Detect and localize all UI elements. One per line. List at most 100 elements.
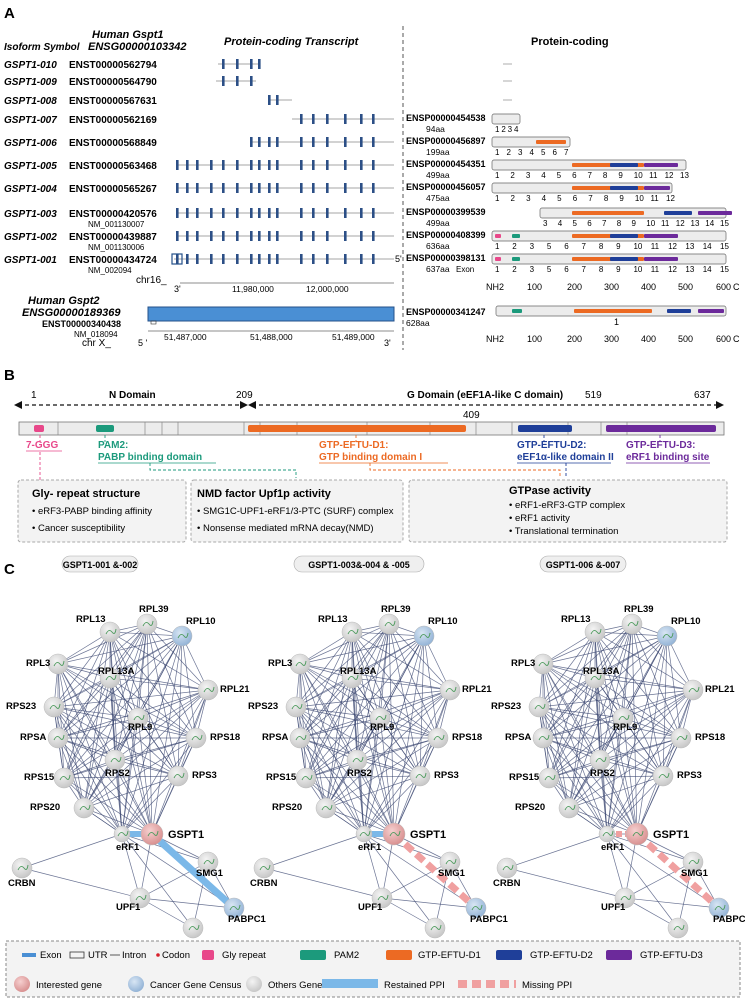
gene-node-circle[interactable] <box>136 613 158 635</box>
gene-node-circle[interactable] <box>409 765 431 787</box>
gene-node[interactable]: SMG1 <box>681 851 709 879</box>
gene-node[interactable]: CRBN <box>493 857 521 889</box>
gene-node-circle[interactable] <box>558 797 580 819</box>
gene-node-circle[interactable] <box>182 917 204 939</box>
gene-node-circle[interactable] <box>413 625 435 647</box>
gene-node-circle[interactable] <box>625 822 649 846</box>
gene-node-circle[interactable] <box>253 857 275 879</box>
gene-node[interactable]: RPL3 <box>268 653 311 675</box>
gene-node[interactable]: RPS18 <box>670 727 725 749</box>
gene-node-circle[interactable] <box>369 707 391 729</box>
gene-node[interactable]: eRF1 <box>113 825 140 853</box>
gene-node-circle[interactable] <box>11 857 33 879</box>
gene-node-circle[interactable] <box>621 613 643 635</box>
gene-node[interactable]: RPS15 <box>24 767 75 789</box>
gene-node-circle[interactable] <box>465 897 487 919</box>
gene-node[interactable]: RPSA <box>262 727 311 749</box>
gene-node-circle[interactable] <box>439 851 461 873</box>
gene-node[interactable]: RPSA <box>20 727 69 749</box>
gene-node-circle[interactable] <box>53 767 75 789</box>
gene-node-circle[interactable] <box>708 897 730 919</box>
gene-node-circle[interactable] <box>652 765 674 787</box>
gene-node-circle[interactable] <box>185 727 207 749</box>
gene-node-circle[interactable] <box>197 679 219 701</box>
gene-node[interactable]: CRBN <box>8 857 36 889</box>
gene-node[interactable]: RPS18 <box>185 727 240 749</box>
gene-node-circle[interactable] <box>129 887 151 909</box>
gene-node-circle[interactable] <box>427 727 449 749</box>
gene-node[interactable]: RPL9 <box>127 707 152 733</box>
gene-node-circle[interactable] <box>167 765 189 787</box>
gene-node-circle[interactable] <box>223 897 245 919</box>
gene-node[interactable]: RPL3 <box>511 653 554 675</box>
gene-node-circle[interactable] <box>584 621 606 643</box>
gene-node-circle[interactable] <box>346 749 368 771</box>
gene-node[interactable]: UPF1 <box>601 887 636 913</box>
gene-node-circle[interactable] <box>315 797 337 819</box>
gene-node[interactable]: RPL13 <box>561 614 606 643</box>
gene-node[interactable]: eRF1 <box>355 825 382 853</box>
gene-node[interactable]: SMG1 <box>438 851 466 879</box>
gene-node-circle[interactable] <box>295 767 317 789</box>
gene-node-circle[interactable] <box>532 727 554 749</box>
gene-node[interactable]: GSPT1 <box>625 822 689 846</box>
gene-node-circle[interactable] <box>670 727 692 749</box>
gene-node-circle[interactable] <box>171 625 193 647</box>
gene-node-circle[interactable] <box>99 667 121 689</box>
gene-node[interactable]: RPL39 <box>378 604 411 635</box>
gene-node-circle[interactable] <box>528 696 550 718</box>
gene-node[interactable]: RPS18 <box>427 727 482 749</box>
gene-node[interactable]: GSPT1 <box>140 822 204 846</box>
gene-node[interactable]: RPS3 <box>167 765 217 787</box>
gene-node-circle[interactable] <box>667 917 689 939</box>
gene-node[interactable]: PABPC1 <box>223 897 267 925</box>
gene-node[interactable]: RPL10 <box>413 616 458 647</box>
gene-node[interactable]: RPS2 <box>589 749 615 779</box>
gene-node-circle[interactable] <box>439 679 461 701</box>
gene-node[interactable]: RPL21 <box>197 679 250 701</box>
gene-node[interactable]: UPF1 <box>116 887 151 913</box>
gene-node-circle[interactable] <box>496 857 518 879</box>
gene-node[interactable]: RPL39 <box>621 604 654 635</box>
gene-node-circle[interactable] <box>47 727 69 749</box>
gene-node[interactable]: RPS15 <box>509 767 560 789</box>
gene-node[interactable]: RPL9 <box>612 707 637 733</box>
gene-node-circle[interactable] <box>584 667 606 689</box>
gene-node-circle[interactable] <box>598 825 616 843</box>
gene-node[interactable]: RPS23 <box>248 696 307 718</box>
gene-node[interactable]: RPL21 <box>439 679 492 701</box>
gene-node[interactable]: RPL13A <box>98 666 135 689</box>
gene-node[interactable]: RPS15 <box>266 767 317 789</box>
gene-node-circle[interactable] <box>382 822 406 846</box>
gene-node[interactable]: GSPT1 <box>382 822 446 846</box>
gene-node-circle[interactable] <box>424 917 446 939</box>
gene-node-circle[interactable] <box>104 749 126 771</box>
gene-node-circle[interactable] <box>197 851 219 873</box>
gene-node[interactable]: RPL13 <box>76 614 121 643</box>
gene-node[interactable]: RPL21 <box>682 679 735 701</box>
gene-node-circle[interactable] <box>682 851 704 873</box>
gene-node[interactable]: RPSA <box>505 727 554 749</box>
gene-node[interactable]: RPS20 <box>272 797 337 819</box>
gene-node-circle[interactable] <box>612 707 634 729</box>
gene-node-circle[interactable] <box>341 667 363 689</box>
gene-node[interactable]: RPS23 <box>6 696 65 718</box>
gene-node-circle[interactable] <box>127 707 149 729</box>
gene-node-circle[interactable] <box>47 653 69 675</box>
gene-node-circle[interactable] <box>113 825 131 843</box>
gene-node-circle[interactable] <box>43 696 65 718</box>
gene-node-circle[interactable] <box>614 887 636 909</box>
gene-node[interactable]: RPL13 <box>318 614 363 643</box>
gene-node-circle[interactable] <box>73 797 95 819</box>
gene-node-circle[interactable] <box>285 696 307 718</box>
gene-node[interactable]: RPL10 <box>656 616 701 647</box>
gene-node-circle[interactable] <box>656 625 678 647</box>
gene-node-circle[interactable] <box>140 822 164 846</box>
gene-node[interactable]: PABPC1 <box>708 897 745 925</box>
gene-node[interactable]: eRF1 <box>598 825 625 853</box>
gene-node[interactable]: RPL13A <box>340 666 377 689</box>
gene-node-circle[interactable] <box>341 621 363 643</box>
gene-node[interactable]: RPS2 <box>346 749 372 779</box>
gene-node-circle[interactable] <box>682 679 704 701</box>
gene-node[interactable]: UPF1 <box>358 887 393 913</box>
